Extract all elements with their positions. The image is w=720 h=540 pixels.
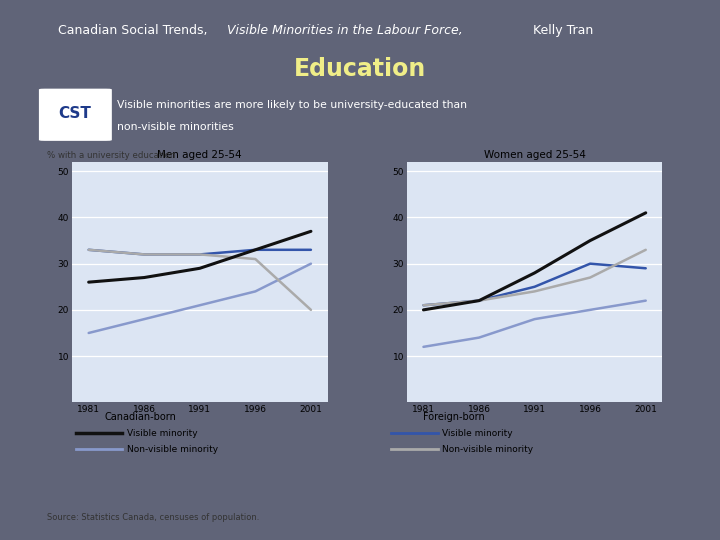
Text: Visible minority: Visible minority (442, 429, 513, 437)
FancyBboxPatch shape (40, 89, 111, 140)
Text: Foreign-born: Foreign-born (423, 412, 485, 422)
Text: Visible minorities are more likely to be university-educated than: Visible minorities are more likely to be… (117, 100, 467, 110)
Title: Men aged 25-54: Men aged 25-54 (158, 150, 242, 160)
Text: Source: Statistics Canada, censuses of population.: Source: Statistics Canada, censuses of p… (47, 513, 259, 522)
Text: Non-visible minority: Non-visible minority (442, 445, 534, 454)
Text: % with a university education: % with a university education (47, 151, 175, 160)
Text: CST: CST (58, 106, 91, 121)
Text: non-visible minorities: non-visible minorities (117, 122, 234, 132)
Text: Kelly Tran: Kelly Tran (529, 24, 593, 37)
Text: Canadian-born: Canadian-born (104, 412, 176, 422)
Title: Women aged 25-54: Women aged 25-54 (484, 150, 585, 160)
Text: Visible minority: Visible minority (127, 429, 197, 437)
Text: Canadian Social Trends,: Canadian Social Trends, (58, 24, 211, 37)
Text: Non-visible minority: Non-visible minority (127, 445, 218, 454)
Text: Education: Education (294, 57, 426, 80)
Text: Visible Minorities in the Labour Force,: Visible Minorities in the Labour Force, (227, 24, 462, 37)
